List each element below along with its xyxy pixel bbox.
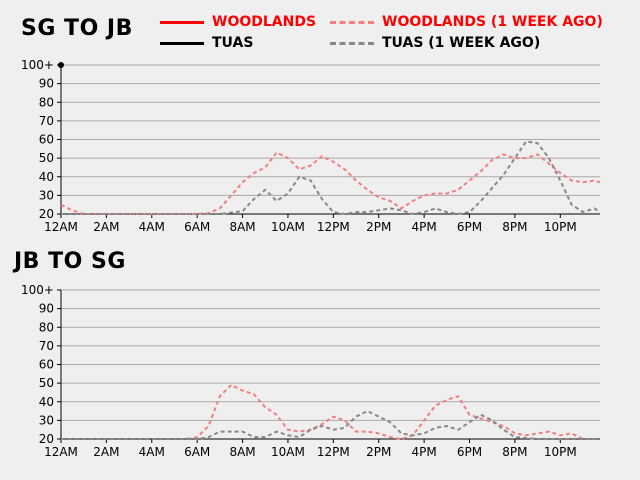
chart-title-sg-to-jb: SG TO JB [21, 16, 133, 41]
x-tick-label: 6PM [457, 220, 482, 234]
y-tick-label: 20 [39, 432, 54, 446]
legend-label: TUAS [212, 35, 254, 51]
y-tick-label: 60 [39, 358, 54, 372]
legend-item-tuas-week-ago[interactable]: TUAS (1 WEEK AGO) [330, 35, 540, 51]
y-tick-label: 90 [39, 77, 54, 91]
y-tick-label: 40 [39, 395, 54, 409]
series-line-tuas-1-week-ago [61, 140, 601, 215]
y-tick-label: 70 [39, 114, 54, 128]
y-tick-label: 80 [39, 320, 54, 334]
y-tick-label: 50 [39, 376, 54, 390]
current-point-marker [58, 62, 64, 68]
x-tick-label: 12PM [317, 220, 350, 234]
chart-title-jb-to-sg: JB TO SG [14, 249, 126, 274]
y-tick-label: 30 [39, 413, 54, 427]
series-line-woodlands-1-week-ago [61, 384, 600, 440]
y-tick-label: 30 [39, 188, 54, 202]
x-tick-label: 6AM [184, 220, 210, 234]
legend-label: WOODLANDS [212, 14, 317, 30]
x-tick-label: 2AM [93, 445, 119, 459]
legend-swatch [160, 20, 204, 24]
legend-swatch [330, 41, 374, 45]
y-tick-label: 40 [39, 170, 54, 184]
y-tick-label: 80 [39, 95, 54, 109]
series-line-woodlands-1-week-ago [60, 151, 601, 215]
legend-item-woodlands[interactable]: WOODLANDS [160, 14, 316, 30]
x-tick-label: 6AM [184, 445, 210, 459]
x-tick-label: 8PM [502, 445, 527, 459]
y-tick-label: 100+ [21, 58, 54, 72]
y-tick-label: 20 [39, 207, 54, 221]
x-tick-label: 4AM [139, 445, 165, 459]
x-tick-label: 6PM [457, 445, 482, 459]
legend-label: TUAS (1 WEEK AGO) [382, 35, 541, 51]
x-tick-label: 12AM [44, 220, 78, 234]
y-tick-label: 70 [39, 339, 54, 353]
x-tick-label: 4PM [411, 445, 436, 459]
x-tick-label: 8AM [229, 220, 255, 234]
x-tick-label: 10PM [544, 220, 577, 234]
legend-swatch [160, 41, 204, 45]
legend-item-woodlands-week-ago[interactable]: WOODLANDS (1 WEEK AGO) [330, 14, 603, 30]
x-tick-label: 12PM [317, 445, 350, 459]
series-line-tuas-1-week-ago [61, 410, 600, 440]
x-tick-label: 4AM [139, 220, 165, 234]
y-tick-label: 100+ [21, 283, 54, 297]
y-tick-label: 90 [39, 302, 54, 316]
x-tick-label: 10PM [544, 445, 577, 459]
x-tick-label: 2AM [93, 220, 119, 234]
x-tick-label: 2PM [366, 220, 391, 234]
legend-item-tuas[interactable]: TUAS [160, 35, 253, 51]
y-tick-label: 50 [39, 151, 54, 165]
x-tick-label: 10AM [271, 220, 305, 234]
x-tick-label: 4PM [411, 220, 436, 234]
x-tick-label: 8AM [229, 445, 255, 459]
x-tick-label: 10AM [271, 445, 305, 459]
x-tick-label: 2PM [366, 445, 391, 459]
legend-label: WOODLANDS (1 WEEK AGO) [382, 14, 603, 30]
x-tick-label: 12AM [44, 445, 78, 459]
x-tick-label: 8PM [502, 220, 527, 234]
legend-swatch [330, 20, 374, 24]
y-tick-label: 60 [39, 133, 54, 147]
